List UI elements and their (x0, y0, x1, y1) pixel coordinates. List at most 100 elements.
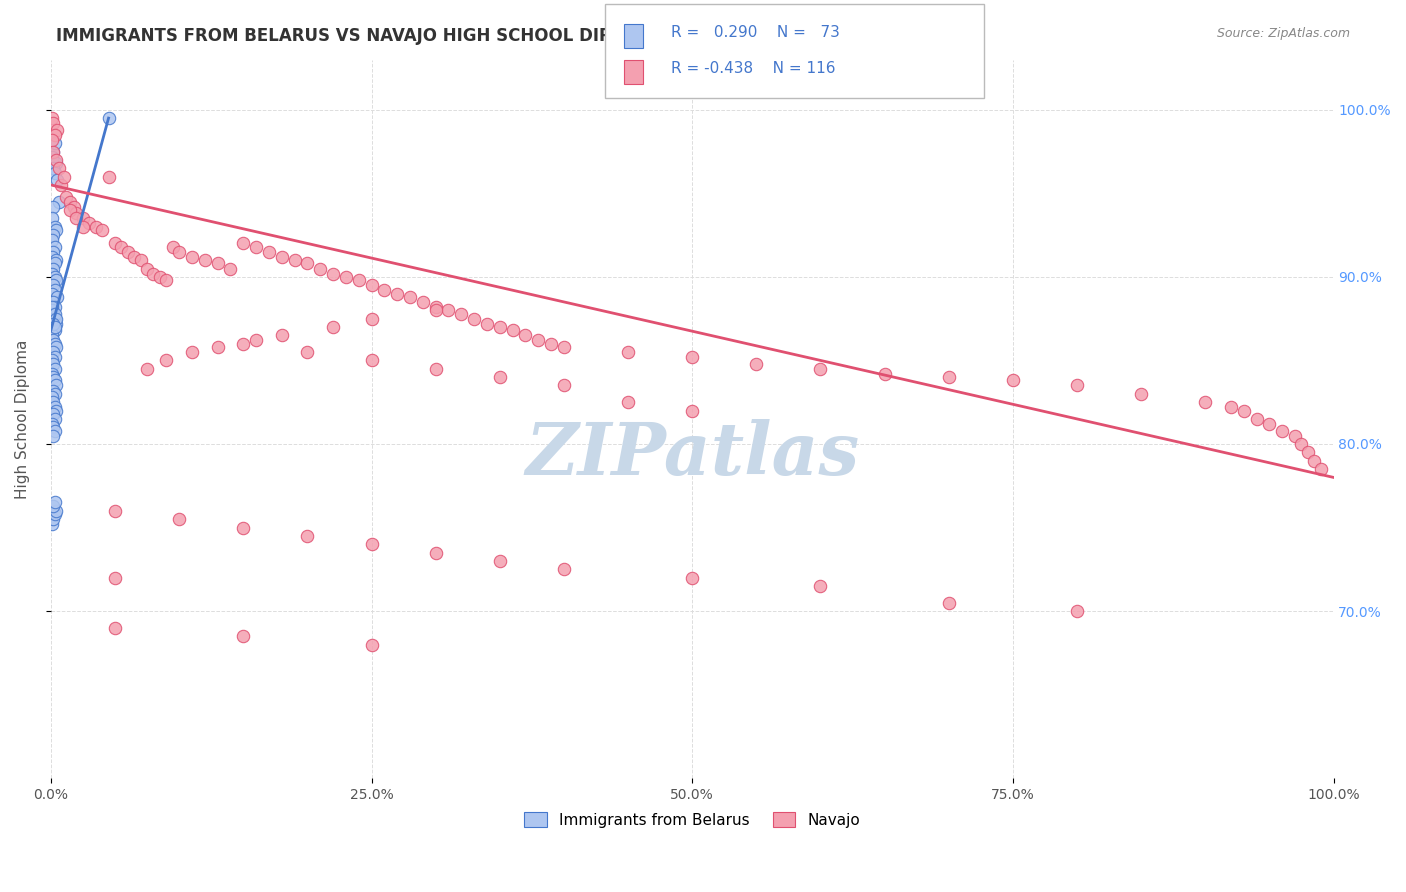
Point (488, 320, 510, 334)
Point (745, 357, 768, 371)
Point (162, 240, 184, 254)
Point (360, 537, 382, 551)
Point (42, 116, 65, 130)
Point (360, 353, 382, 368)
Point (347, 273, 370, 287)
Point (1296, 445, 1319, 459)
Point (938, 596, 960, 610)
Point (42, 244, 65, 259)
Point (42, 407, 65, 421)
Point (45, 504, 67, 518)
Point (79, 216, 101, 230)
Point (59, 202, 82, 217)
Point (44, 311, 66, 326)
Point (44, 256, 66, 270)
Point (41, 328, 63, 343)
Point (42, 428, 65, 442)
Point (45, 378, 67, 392)
Point (270, 328, 292, 343)
Point (155, 273, 177, 287)
Point (48, 194, 70, 209)
Point (44, 240, 66, 254)
Point (232, 629, 254, 643)
Point (1130, 387, 1153, 401)
Y-axis label: High School Diploma: High School Diploma (15, 339, 30, 499)
Point (97, 169, 120, 184)
Point (91, 223, 114, 237)
Point (45, 340, 67, 354)
Point (553, 378, 575, 392)
Point (46, 290, 69, 304)
Point (42, 370, 65, 384)
Point (44, 136, 66, 150)
Point (41, 303, 63, 318)
Point (425, 300, 447, 314)
Point (97, 111, 120, 125)
Point (65, 211, 87, 226)
Point (297, 529, 319, 543)
Point (41, 367, 63, 381)
Point (41, 353, 63, 368)
Point (617, 395, 640, 409)
Text: Source: ZipAtlas.com: Source: ZipAtlas.com (1216, 27, 1350, 40)
Point (322, 267, 344, 281)
Point (1309, 462, 1331, 476)
Point (41, 149, 63, 163)
Point (42, 420, 65, 434)
Point (48, 161, 70, 176)
Point (270, 250, 292, 264)
Point (1291, 437, 1313, 451)
Point (232, 336, 254, 351)
Point (44, 336, 66, 351)
Point (385, 286, 408, 301)
Point (475, 317, 498, 331)
Point (42, 145, 65, 159)
Point (515, 328, 537, 343)
Point (412, 294, 434, 309)
Point (873, 367, 896, 381)
Point (167, 512, 190, 526)
Point (1066, 604, 1088, 618)
Point (44, 320, 66, 334)
Point (104, 504, 127, 518)
Point (104, 621, 127, 635)
Point (44, 128, 66, 142)
Point (41, 267, 63, 281)
Point (44, 300, 66, 314)
Point (41, 111, 63, 125)
Point (41, 211, 63, 226)
Point (938, 370, 960, 384)
Point (44, 219, 66, 234)
Point (207, 256, 229, 270)
Point (136, 261, 159, 276)
Point (219, 261, 242, 276)
Point (488, 554, 510, 568)
Point (44, 412, 66, 426)
Point (63, 200, 86, 214)
Point (42, 228, 65, 243)
Point (44, 166, 66, 180)
Text: R =   0.290    N =   73: R = 0.290 N = 73 (671, 25, 839, 40)
Point (45, 156, 67, 170)
Point (44, 307, 66, 321)
Point (1271, 424, 1294, 438)
Point (42, 278, 65, 293)
Point (41, 233, 63, 247)
Legend: Immigrants from Belarus, Navajo: Immigrants from Belarus, Navajo (516, 804, 868, 835)
Point (335, 269, 357, 284)
Point (297, 256, 319, 270)
Point (488, 370, 510, 384)
Point (44, 495, 66, 509)
Point (45, 153, 67, 167)
Point (52, 169, 75, 184)
Point (44, 269, 66, 284)
Point (129, 253, 152, 268)
Point (155, 353, 177, 368)
Point (42, 261, 65, 276)
Point (45, 273, 67, 287)
Point (136, 361, 159, 376)
Point (1303, 453, 1326, 467)
Point (437, 303, 460, 318)
Point (1066, 378, 1088, 392)
Point (1194, 395, 1216, 409)
